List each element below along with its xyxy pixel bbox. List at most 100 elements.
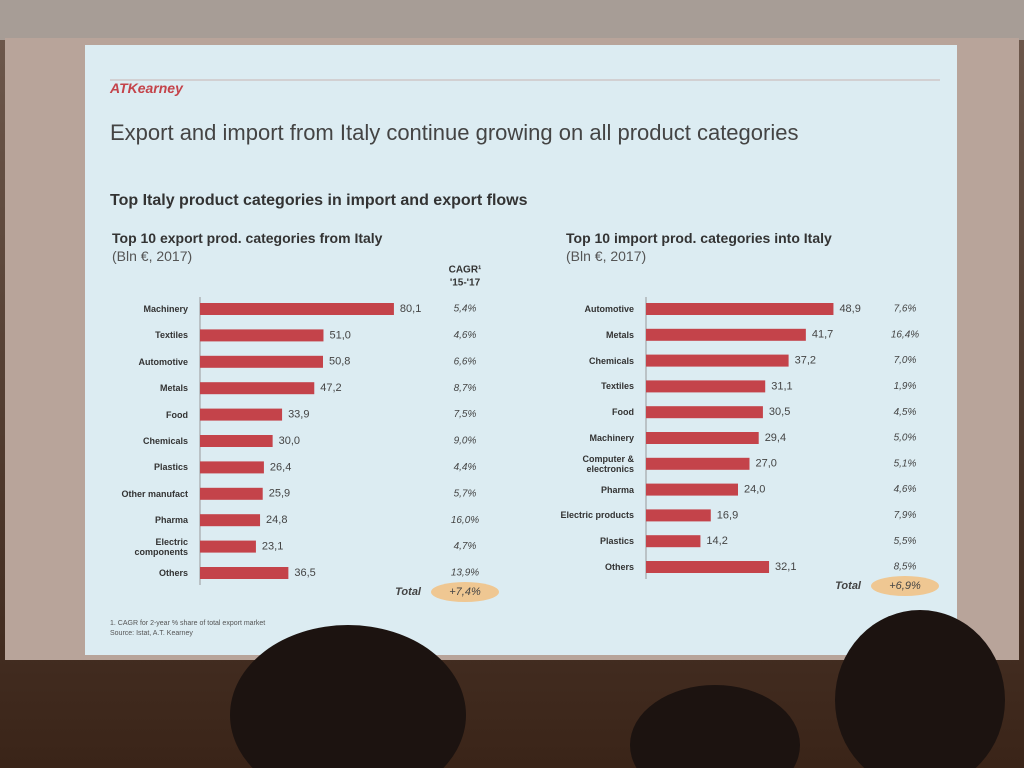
- bar: [200, 567, 289, 579]
- bar: [200, 461, 264, 474]
- category-label: Food: [166, 409, 188, 420]
- chart-title: Top 10 import prod. categories into Ital…: [566, 230, 832, 246]
- cagr-label: 7,6%: [894, 304, 917, 315]
- cagr-label: 13,9%: [451, 568, 479, 579]
- audience-head: [835, 610, 1005, 768]
- bar: [646, 406, 763, 419]
- value-label: 14,2: [706, 535, 727, 547]
- cagr-label: 8,5%: [894, 562, 917, 573]
- bar: [200, 435, 273, 447]
- value-label: 51,0: [329, 329, 350, 341]
- footnote: 1. CAGR for 2-year % share of total expo…: [110, 620, 266, 627]
- charts: CAGR¹ '15-'17 80,1 5,4% 51,0 4,6% 50,8 6,6% 47,2…: [199, 265, 939, 602]
- value-label: 50,8: [329, 356, 350, 368]
- value-label: 23,1: [262, 541, 283, 553]
- value-label: 29,4: [765, 432, 786, 444]
- value-label: 27,0: [756, 458, 777, 470]
- category-label: Metals: [159, 383, 188, 394]
- category-label: Food: [612, 407, 634, 418]
- value-label: 41,7: [812, 329, 833, 341]
- bar: [646, 509, 711, 522]
- category-label: Others: [158, 568, 188, 578]
- cagr-label: 4,4%: [454, 462, 477, 473]
- value-label: 26,4: [270, 461, 291, 473]
- bar: [200, 303, 394, 315]
- bar: [200, 408, 283, 421]
- category-label: Machinery: [143, 304, 188, 314]
- category-label: Chemicals: [588, 355, 634, 366]
- ceiling: [0, 0, 1024, 40]
- category-label: Pharma: [154, 515, 188, 526]
- cagr-label: 4,5%: [894, 407, 917, 418]
- bar: [646, 535, 701, 548]
- value-label: 36,5: [294, 567, 315, 579]
- bar: [200, 382, 315, 395]
- slide-title: Export and import from Italy continue gr…: [110, 120, 799, 145]
- bar: [646, 328, 806, 341]
- cagr-label: 5,1%: [894, 458, 917, 469]
- logo: ATKearney: [110, 80, 183, 96]
- category-label: Electric components: [134, 536, 188, 557]
- bar: [646, 561, 770, 573]
- category-label: Electric products: [560, 510, 634, 521]
- total-badge: [871, 576, 939, 596]
- value-label: 16,9: [717, 509, 738, 521]
- bar: [200, 514, 261, 527]
- source: Source: Istat, A.T. Kearney: [110, 630, 193, 637]
- cagr-header: CAGR¹: [449, 265, 482, 276]
- cagr-header: '15-'17: [450, 278, 481, 289]
- category-label: Automotive: [584, 304, 635, 314]
- value-label: 30,5: [769, 406, 790, 418]
- slide-subtitle: Top Italy product categories in import a…: [110, 192, 528, 209]
- cagr-label: 8,7%: [454, 383, 477, 394]
- value-label: 24,8: [266, 514, 287, 526]
- bar: [646, 483, 738, 496]
- total-label: Total: [835, 580, 862, 592]
- cagr-label: 9,0%: [454, 436, 477, 447]
- category-label: Textiles: [155, 330, 188, 341]
- value-label: 80,1: [400, 303, 421, 315]
- bar: [646, 354, 789, 367]
- chart-title: Top 10 export prod. categories from Ital…: [112, 230, 383, 246]
- category-label: Computer & electronics: [582, 453, 635, 474]
- value-label: 47,2: [320, 382, 341, 394]
- audience-head: [630, 685, 800, 768]
- bar: [200, 540, 256, 553]
- category-label: Automotive: [138, 356, 189, 367]
- cagr-label: 4,7%: [454, 541, 477, 552]
- cagr-label: 16,4%: [891, 329, 919, 340]
- bar: [200, 355, 323, 368]
- bar: [646, 432, 759, 444]
- bar: [200, 487, 263, 500]
- total-badge: [431, 582, 499, 602]
- category-label: Machinery: [589, 433, 634, 443]
- cagr-label: 4,6%: [894, 484, 917, 495]
- category-label: Plastics: [599, 536, 634, 547]
- cagr-label: 16,0%: [451, 515, 479, 526]
- value-label: 37,2: [795, 355, 816, 367]
- category-label: Other manufact: [121, 488, 188, 499]
- cagr-label: 5,4%: [454, 304, 477, 315]
- cagr-label: 5,7%: [454, 488, 477, 499]
- value-label: 31,1: [771, 380, 792, 392]
- chart-subtitle: (Bln €, 2017): [112, 248, 193, 264]
- category-label: Pharma: [600, 484, 634, 495]
- value-label: 33,9: [288, 409, 309, 421]
- cagr-label: 1,9%: [894, 381, 917, 392]
- cagr-label: 4,6%: [454, 330, 477, 341]
- cagr-label: 5,5%: [894, 536, 917, 547]
- audience-head: [230, 625, 466, 768]
- value-label: 48,9: [839, 303, 860, 315]
- value-label: 24,0: [744, 484, 765, 496]
- chart-subtitle: (Bln €, 2017): [566, 248, 647, 264]
- total-label: Total: [395, 586, 422, 598]
- bar: [646, 380, 766, 393]
- value-label: 32,1: [775, 561, 796, 573]
- bar: [646, 457, 750, 470]
- category-label: Plastics: [153, 462, 188, 473]
- cagr-label: 7,9%: [894, 510, 917, 521]
- category-label: Others: [604, 562, 634, 572]
- cagr-label: 6,6%: [454, 356, 477, 367]
